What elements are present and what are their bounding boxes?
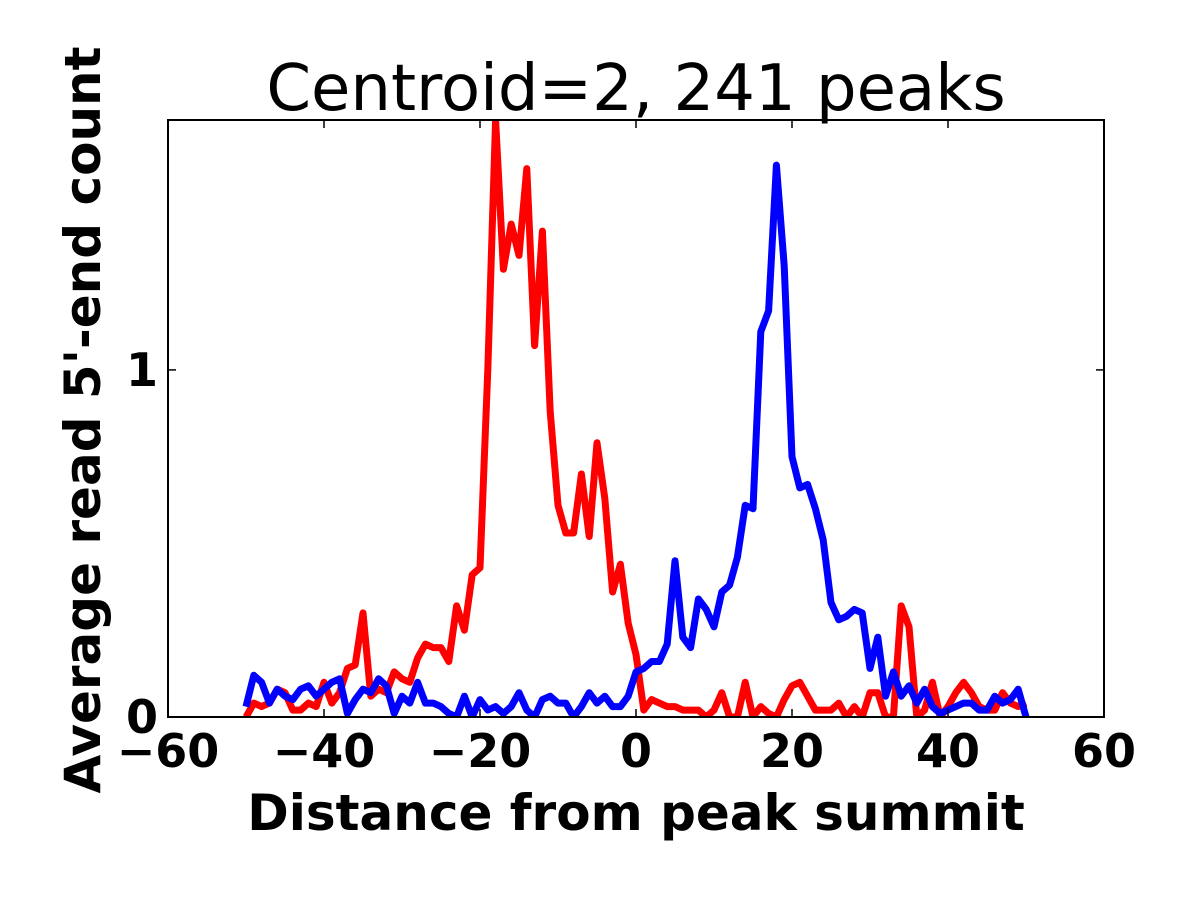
series-line-2 bbox=[242, 161, 1030, 717]
y-tick-label: 1 bbox=[126, 343, 158, 397]
x-tick-label: −40 bbox=[273, 724, 376, 778]
x-tick-label: −20 bbox=[429, 724, 532, 778]
x-tick-label: 40 bbox=[916, 724, 980, 778]
series-layer bbox=[242, 120, 1030, 717]
tick-layer: −60 −40 −20 0 20 40 60 0 1 bbox=[117, 120, 1136, 778]
chart-title: Centroid=2, 241 peaks bbox=[266, 52, 1005, 126]
x-tick-label: 20 bbox=[760, 724, 824, 778]
y-axis-label: Average read 5'-end count bbox=[54, 46, 112, 793]
x-tick-label: 0 bbox=[620, 724, 652, 778]
y-tick-label: 0 bbox=[126, 690, 158, 744]
x-tick-label: 60 bbox=[1072, 724, 1136, 778]
x-tick-label: −60 bbox=[117, 724, 220, 778]
x-axis-label: Distance from peak summit bbox=[247, 784, 1025, 842]
